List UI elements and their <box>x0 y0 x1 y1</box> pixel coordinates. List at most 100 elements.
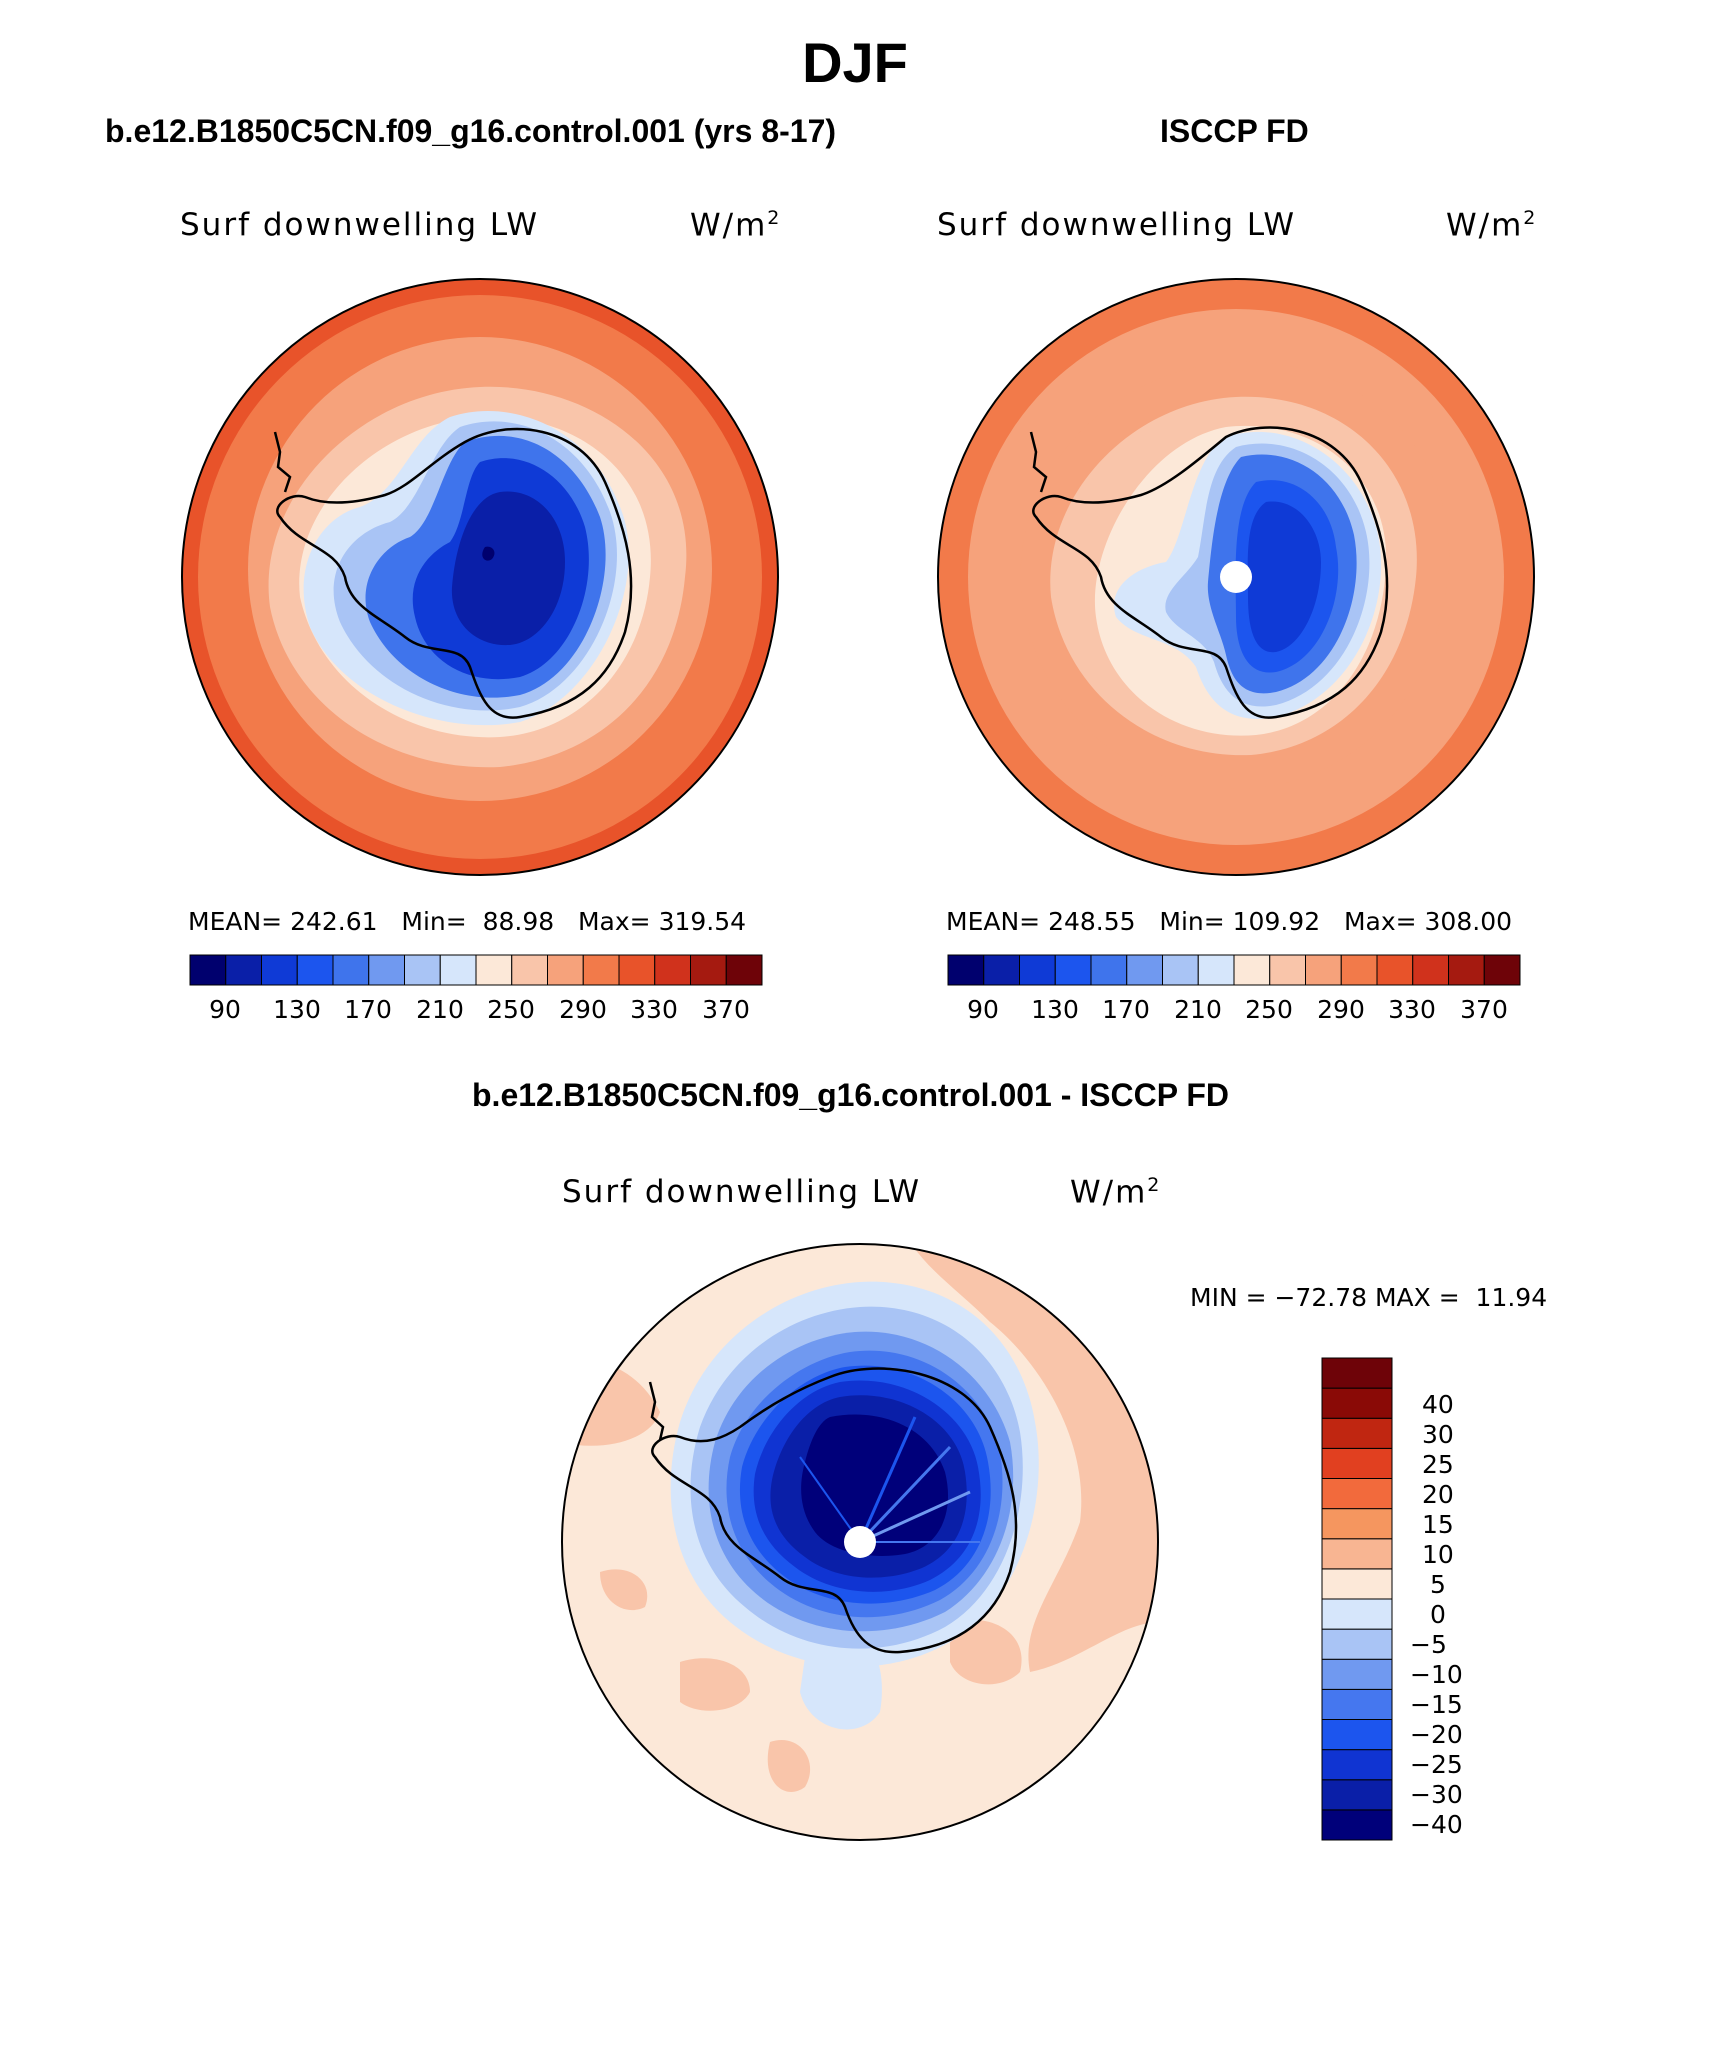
colorbar-swatch <box>261 954 298 986</box>
colorbar-swatch <box>1233 954 1271 986</box>
colorbar-swatch <box>618 954 656 986</box>
colorbar-tick-label: 210 <box>416 995 464 1024</box>
colorbar-swatch <box>1019 954 1056 986</box>
colorbar-swatch <box>1340 954 1378 986</box>
panel-2-colorbar <box>947 954 1521 986</box>
colorbar-tick-label: −30 <box>1410 1780 1463 1809</box>
colorbar-swatch <box>547 954 584 986</box>
colorbar-swatch <box>1321 1447 1393 1479</box>
colorbar-swatch <box>1321 1628 1393 1660</box>
colorbar-swatch <box>1321 1658 1393 1690</box>
panel-2-polar-map <box>937 278 1535 876</box>
colorbar-swatch <box>1321 1688 1393 1720</box>
colorbar-swatch <box>1321 1357 1393 1389</box>
panel-3-colorbar <box>1321 1357 1393 1841</box>
colorbar-swatch <box>439 954 477 986</box>
panel-3-variable-label: Surf downwelling LW <box>562 1174 922 1210</box>
colorbar-swatch <box>189 954 227 986</box>
colorbar-tick-label: 330 <box>1388 995 1436 1024</box>
colorbar-tick-label: −40 <box>1410 1810 1463 1839</box>
panel-2-colorbar-labels: 90 130 170 210 250 290 330 370 <box>948 995 1520 1025</box>
colorbar-tick-label: 5 <box>1430 1570 1446 1599</box>
colorbar-swatch <box>1376 954 1414 986</box>
colorbar-tick-label: −25 <box>1410 1750 1463 1779</box>
panel-1-colorbar <box>189 954 763 986</box>
colorbar-tick-label: 330 <box>630 995 678 1024</box>
colorbar-tick-label: 90 <box>967 995 999 1024</box>
colorbar-swatch <box>654 954 691 986</box>
colorbar-swatch <box>582 954 620 986</box>
colorbar-swatch <box>1321 1508 1393 1540</box>
colorbar-swatch <box>1412 954 1449 986</box>
colorbar-swatch <box>511 954 548 986</box>
panel-1-colorbar-labels: 90 130 170 210 250 290 330 370 <box>190 995 762 1025</box>
colorbar-swatch <box>1321 1478 1393 1510</box>
colorbar-tick-label: −15 <box>1410 1690 1463 1719</box>
colorbar-swatch <box>368 954 405 986</box>
colorbar-swatch <box>1054 954 1092 986</box>
colorbar-swatch <box>1321 1779 1393 1811</box>
colorbar-swatch <box>296 954 334 986</box>
colorbar-swatch <box>1483 954 1521 986</box>
colorbar-tick-label: 370 <box>702 995 750 1024</box>
colorbar-tick-label: 290 <box>1317 995 1365 1024</box>
panel-2-title: ISCCP FD <box>1160 113 1309 149</box>
panel-1-variable-label: Surf downwelling LW <box>180 207 540 243</box>
colorbar-tick-label: −20 <box>1410 1720 1463 1749</box>
colorbar-swatch <box>1305 954 1342 986</box>
colorbar-swatch <box>332 954 370 986</box>
colorbar-swatch <box>1321 1387 1393 1419</box>
colorbar-swatch <box>225 954 262 986</box>
colorbar-swatch <box>1321 1719 1393 1751</box>
colorbar-swatch <box>690 954 727 986</box>
colorbar-tick-label: 20 <box>1422 1480 1454 1509</box>
colorbar-swatch <box>1269 954 1306 986</box>
panel-3-colorbar-labels: −40 −30 −25 −20 −15 −10 −5 0 5 10 15 20 … <box>1410 1358 1510 1840</box>
panel-2-variable-label: Surf downwelling LW <box>937 207 1297 243</box>
colorbar-swatch <box>1321 1598 1393 1630</box>
colorbar-tick-label: 290 <box>559 995 607 1024</box>
colorbar-swatch <box>1197 954 1235 986</box>
colorbar-swatch <box>1321 1809 1393 1841</box>
colorbar-tick-label: 250 <box>487 995 535 1024</box>
colorbar-tick-label: 210 <box>1174 995 1222 1024</box>
colorbar-tick-label: 170 <box>344 995 392 1024</box>
colorbar-swatch <box>1126 954 1163 986</box>
colorbar-tick-label: 15 <box>1422 1510 1454 1539</box>
colorbar-tick-label: −10 <box>1410 1660 1463 1689</box>
colorbar-tick-label: 10 <box>1422 1540 1454 1569</box>
colorbar-swatch <box>1321 1749 1393 1781</box>
colorbar-tick-label: 90 <box>209 995 241 1024</box>
colorbar-tick-label: 0 <box>1430 1600 1446 1629</box>
panel-3-polar-map <box>561 1243 1159 1841</box>
colorbar-tick-label: 25 <box>1422 1450 1454 1479</box>
figure-title: DJF <box>802 31 908 94</box>
panel-3-stats: MIN = −72.78 MAX = 11.94 <box>1190 1283 1548 1312</box>
colorbar-tick-label: 130 <box>273 995 321 1024</box>
colorbar-swatch <box>1162 954 1199 986</box>
colorbar-swatch <box>475 954 513 986</box>
colorbar-swatch <box>947 954 985 986</box>
colorbar-swatch <box>1321 1538 1393 1570</box>
panel-1-units-label: W/m2 <box>690 207 782 244</box>
colorbar-tick-label: 130 <box>1031 995 1079 1024</box>
colorbar-tick-label: 170 <box>1102 995 1150 1024</box>
panel-1-stats: MEAN= 242.61 Min= 88.98 Max= 319.54 <box>188 907 747 936</box>
colorbar-swatch <box>725 954 763 986</box>
colorbar-swatch <box>1448 954 1485 986</box>
colorbar-swatch <box>1321 1568 1393 1600</box>
panel-1-title: b.e12.B1850C5CN.f09_g16.control.001 (yrs… <box>105 113 837 149</box>
colorbar-swatch <box>1090 954 1128 986</box>
panel-2-stats: MEAN= 248.55 Min= 109.92 Max= 308.00 <box>946 907 1513 936</box>
panel-3-units-label: W/m2 <box>1070 1174 1162 1211</box>
colorbar-swatch <box>983 954 1020 986</box>
panel-3-title: b.e12.B1850C5CN.f09_g16.control.001 - IS… <box>472 1077 1230 1113</box>
panel-2-units-label: W/m2 <box>1446 207 1538 244</box>
colorbar-tick-label: 370 <box>1460 995 1508 1024</box>
colorbar-tick-label: 30 <box>1422 1420 1454 1449</box>
colorbar-tick-label: −5 <box>1410 1630 1447 1659</box>
colorbar-tick-label: 250 <box>1245 995 1293 1024</box>
colorbar-swatch <box>1321 1417 1393 1449</box>
colorbar-swatch <box>404 954 441 986</box>
panel-1-polar-map <box>181 278 779 876</box>
